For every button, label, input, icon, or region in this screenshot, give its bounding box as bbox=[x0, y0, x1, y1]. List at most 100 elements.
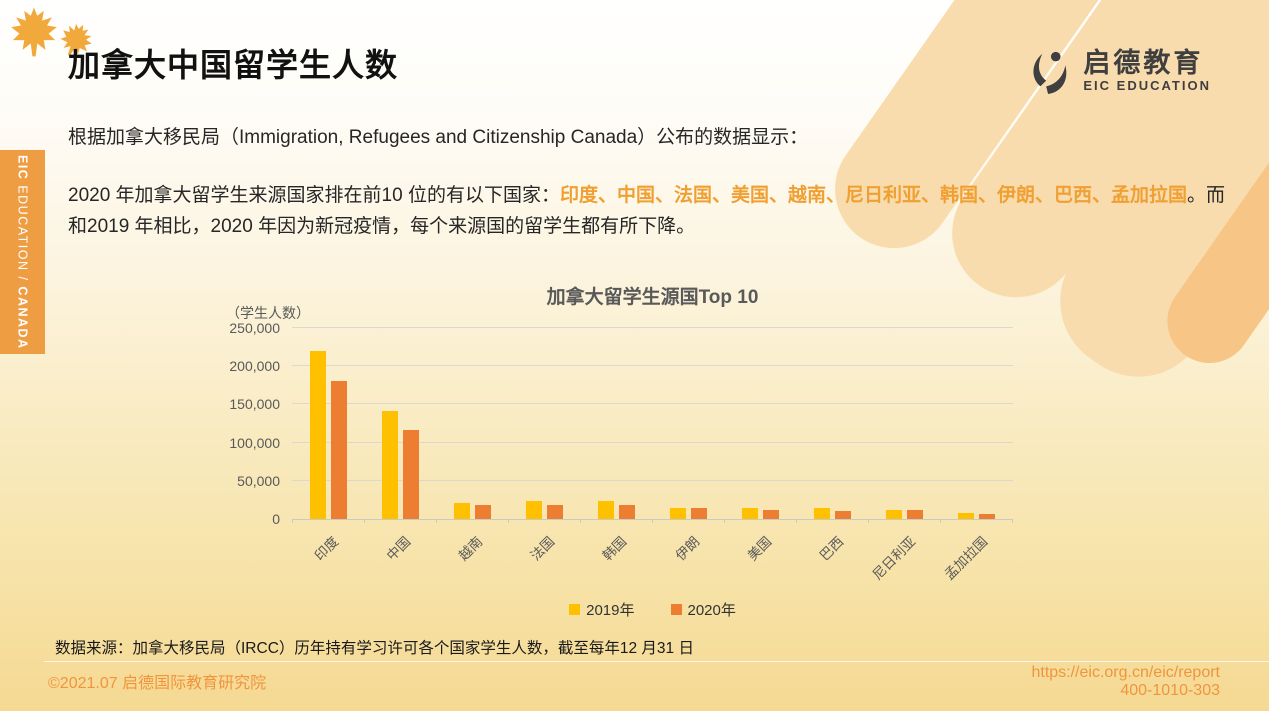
footer-phone: 400-1010-303 bbox=[1120, 681, 1220, 699]
bar-group bbox=[436, 328, 508, 519]
axis-tick bbox=[797, 519, 869, 523]
bar-group bbox=[725, 328, 797, 519]
legend-label: 2019年 bbox=[586, 602, 635, 619]
axis-tick bbox=[365, 519, 437, 523]
bar-2020年-孟加拉国 bbox=[979, 513, 996, 519]
x-label-cell: 印度 bbox=[292, 523, 364, 603]
x-label-cell: 越南 bbox=[436, 523, 508, 603]
x-label-cell: 巴西 bbox=[797, 523, 869, 603]
bar-2019年-尼日利亚 bbox=[886, 510, 903, 519]
chart-title: 加拿大留学生源国Top 10 bbox=[546, 287, 759, 308]
maple-leaf-icon-small bbox=[60, 23, 93, 56]
x-tick-label: 伊朗 bbox=[672, 533, 702, 564]
bar-2019年-巴西 bbox=[814, 508, 831, 519]
bar-2020年-尼日利亚 bbox=[907, 509, 924, 519]
y-axis-unit-label: （学生人数） bbox=[226, 305, 310, 321]
bar-2019年-中国 bbox=[381, 411, 398, 519]
y-tick-label: 0 bbox=[272, 511, 280, 527]
eic-logo: 启德教育 EIC EDUCATION bbox=[1027, 44, 1211, 98]
maple-leaves bbox=[8, 6, 94, 63]
x-tick-label: 法国 bbox=[528, 533, 558, 564]
bar-group bbox=[292, 328, 364, 519]
bar-2020年-美国 bbox=[763, 509, 780, 519]
bar-2020年-越南 bbox=[474, 505, 491, 519]
bar-2019年-韩国 bbox=[597, 500, 614, 519]
y-tick-label: 250,000 bbox=[229, 320, 280, 336]
bar-2020年-伊朗 bbox=[691, 507, 708, 519]
gridlines bbox=[292, 327, 1013, 519]
x-label-cell: 法国 bbox=[508, 523, 580, 603]
bar-group bbox=[508, 328, 580, 519]
bar-2019年-美国 bbox=[742, 507, 759, 519]
x-label-cell: 韩国 bbox=[580, 523, 652, 603]
bar-2019年-越南 bbox=[453, 502, 470, 519]
maple-leaf-icon-large bbox=[11, 7, 57, 57]
bar-group bbox=[869, 328, 941, 519]
body-prefix: 2020 年加拿大留学生来源国家排在前10 位的有以下国家： bbox=[68, 185, 560, 206]
axis-tick bbox=[509, 519, 581, 523]
bar-group bbox=[580, 328, 652, 519]
bar-group bbox=[941, 328, 1013, 519]
body-highlight-countries: 印度、中国、法国、美国、越南、尼日利亚、韩国、伊朗、巴西、孟加拉国 bbox=[559, 185, 1187, 206]
x-axis-labels: 印度 中国 越南 法国 韩国 伊朗 美国 巴西 尼日利亚 孟加拉国 bbox=[292, 523, 1013, 603]
x-label-cell: 中国 bbox=[364, 523, 436, 603]
y-tick-label: 50,000 bbox=[237, 472, 280, 489]
sidebar-tab-label: EIC EDUCATION / CANADA bbox=[15, 154, 30, 350]
bar-group bbox=[797, 328, 869, 519]
legend-item: 2020年 bbox=[670, 599, 736, 620]
y-axis-labels: 0 50,000 100,000 150,000 200,000 250,000 bbox=[180, 320, 280, 527]
axis-tick bbox=[581, 519, 653, 523]
axis-tick bbox=[437, 519, 509, 523]
y-tick-label: 100,000 bbox=[229, 434, 280, 451]
intro-paragraph: 根据加拿大移民局（Immigration, Refugees and Citiz… bbox=[68, 127, 809, 148]
bar-2019年-法国 bbox=[525, 500, 542, 519]
axis-tick bbox=[653, 519, 725, 523]
x-label-cell: 孟加拉国 bbox=[941, 523, 1013, 603]
bar-2020年-印度 bbox=[330, 381, 347, 519]
x-tick-label: 印度 bbox=[311, 533, 342, 564]
footer-url-link[interactable]: https://eic.org.cn/eic/report bbox=[1031, 664, 1220, 681]
logo-text: 启德教育 EIC EDUCATION bbox=[1083, 47, 1211, 93]
logo-name-cn: 启德教育 bbox=[1083, 47, 1204, 78]
gridline bbox=[292, 365, 1013, 367]
footer-divider bbox=[44, 661, 1269, 662]
y-tick-label: 150,000 bbox=[229, 396, 280, 413]
bar-2019年-伊朗 bbox=[670, 508, 687, 519]
axis-tick bbox=[869, 519, 941, 523]
x-tick-label: 韩国 bbox=[600, 533, 630, 564]
y-tick-label: 200,000 bbox=[229, 358, 280, 375]
data-source-note: 数据来源：加拿大移民局（IRCC）历年持有学习许可各个国家学生人数，截至每年12… bbox=[55, 640, 694, 657]
decor-stripe-accent bbox=[1150, 126, 1269, 380]
axis-tick bbox=[292, 519, 365, 523]
legend-swatch bbox=[569, 604, 581, 615]
x-tick-label: 孟加拉国 bbox=[941, 533, 991, 583]
gridline bbox=[292, 441, 1013, 443]
gridline bbox=[292, 327, 1013, 328]
gridline bbox=[292, 479, 1013, 481]
legend-label: 2020年 bbox=[687, 602, 736, 619]
bar-2019年-孟加拉国 bbox=[958, 512, 975, 519]
x-label-cell: 尼日利亚 bbox=[869, 523, 941, 603]
page-title: 加拿大中国留学生人数 bbox=[68, 47, 399, 83]
body-paragraph: 2020 年加拿大留学生来源国家排在前10 位的有以下国家：印度、中国、法国、美… bbox=[68, 180, 1228, 243]
axis-tick bbox=[941, 519, 1013, 523]
chart-legend: 2019年 2020年 bbox=[292, 599, 1013, 620]
bar-group bbox=[364, 328, 436, 519]
sidebar-tab-canada: EIC EDUCATION / CANADA bbox=[0, 150, 45, 354]
footer-copyright: ©2021.07 启德国际教育研究院 bbox=[48, 675, 267, 692]
bar-2020年-法国 bbox=[546, 504, 563, 519]
legend-item: 2019年 bbox=[569, 599, 635, 620]
x-axis-ticks bbox=[292, 519, 1013, 523]
axis-tick bbox=[725, 519, 797, 523]
bar-group bbox=[652, 328, 724, 519]
bar-2019年-印度 bbox=[309, 350, 326, 519]
bar-2020年-韩国 bbox=[618, 504, 635, 519]
x-tick-label: 巴西 bbox=[816, 533, 847, 564]
gridline bbox=[292, 403, 1013, 405]
x-label-cell: 美国 bbox=[725, 523, 797, 603]
eic-logo-mark-icon bbox=[1033, 51, 1067, 94]
x-label-cell: 伊朗 bbox=[652, 523, 724, 603]
x-tick-label: 中国 bbox=[383, 533, 414, 564]
x-tick-label: 美国 bbox=[744, 533, 775, 564]
